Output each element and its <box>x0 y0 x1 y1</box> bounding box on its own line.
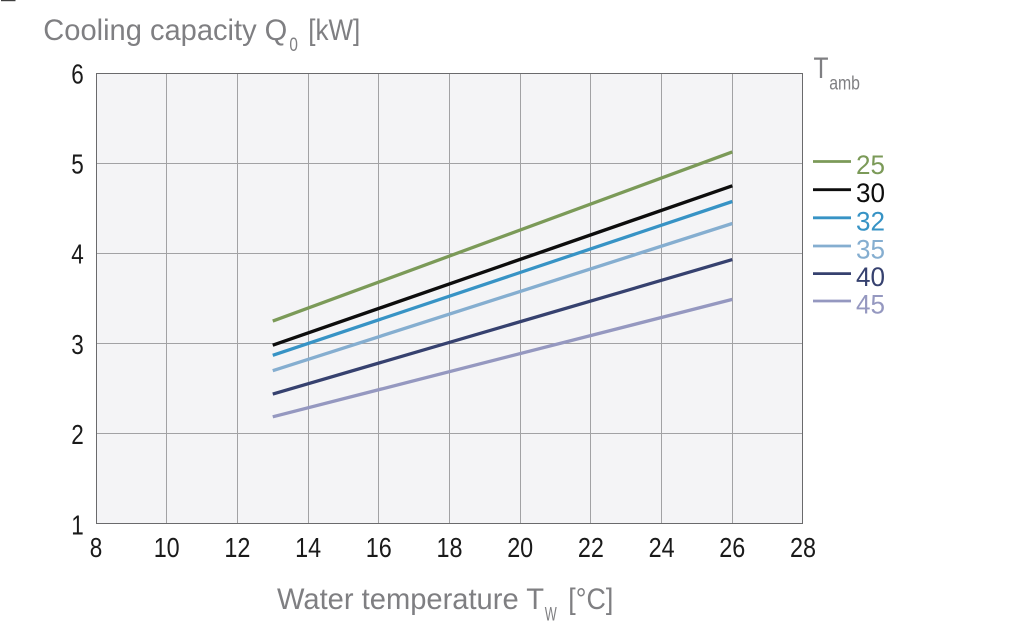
svg-text:W: W <box>545 604 557 625</box>
svg-text:35: 35 <box>856 235 885 265</box>
svg-text:18: 18 <box>437 532 463 563</box>
svg-text:24: 24 <box>649 532 675 563</box>
svg-text:2: 2 <box>71 419 84 450</box>
svg-text:30: 30 <box>856 178 885 208</box>
svg-text:0: 0 <box>289 35 298 56</box>
svg-text:Cooling capacity Q: Cooling capacity Q <box>43 14 287 47</box>
svg-text:8: 8 <box>90 532 103 563</box>
svg-text:45: 45 <box>856 290 885 320</box>
svg-text:12: 12 <box>224 532 250 563</box>
svg-text:25: 25 <box>856 150 885 180</box>
svg-text:10: 10 <box>154 532 180 563</box>
svg-text:amb: amb <box>829 73 860 94</box>
svg-text:16: 16 <box>366 532 392 563</box>
svg-text:Water temperature T: Water temperature T <box>277 583 544 616</box>
svg-text:1: 1 <box>71 509 84 540</box>
svg-text:6: 6 <box>71 58 84 89</box>
svg-text:5: 5 <box>71 149 84 180</box>
svg-text:26: 26 <box>719 532 745 563</box>
svg-text:14: 14 <box>295 532 321 563</box>
svg-text:32: 32 <box>856 206 885 236</box>
svg-text:4: 4 <box>71 239 84 270</box>
svg-text:[°C]: [°C] <box>568 583 613 616</box>
svg-text:T: T <box>814 52 829 85</box>
svg-text:40: 40 <box>856 262 885 292</box>
svg-text:[kW]: [kW] <box>308 14 360 47</box>
svg-text:20: 20 <box>507 532 533 563</box>
svg-text:22: 22 <box>578 532 604 563</box>
svg-text:3: 3 <box>71 329 84 360</box>
svg-text:28: 28 <box>790 532 816 563</box>
